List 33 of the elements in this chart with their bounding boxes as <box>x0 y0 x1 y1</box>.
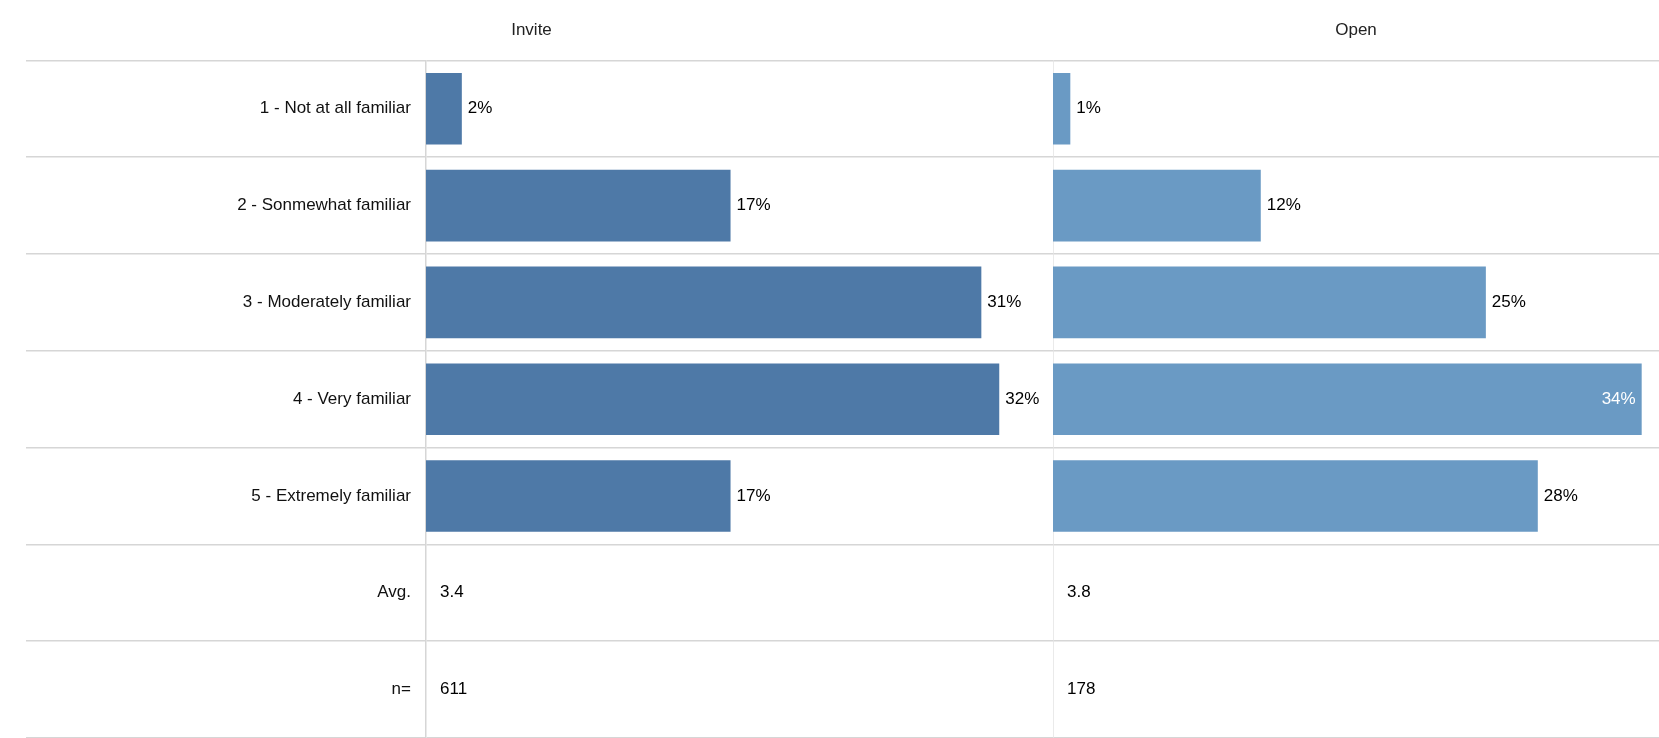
bar <box>426 72 462 145</box>
chart-title: Open <box>1335 19 1377 39</box>
bar <box>426 460 731 532</box>
y-tick-label: 2 - Sonmewhat familiar <box>237 195 412 215</box>
y-tick-label: 3 - Moderately familiar <box>242 292 412 312</box>
data-label: 17% <box>736 485 771 505</box>
bar <box>426 169 731 242</box>
data-label: 25% <box>1491 292 1526 312</box>
data-label: 17% <box>736 195 771 215</box>
data-label: 12% <box>1266 195 1301 215</box>
y-tick-label: 4 - Very familiar <box>292 388 412 408</box>
bar <box>1053 72 1071 145</box>
y-tick-label: 5 - Extremely familiar <box>251 485 412 505</box>
data-label: 2% <box>467 98 493 118</box>
chart-title: Invite <box>511 19 552 39</box>
y-tick-label: Avg. <box>377 582 411 602</box>
bar <box>1053 169 1261 242</box>
bar <box>426 266 982 339</box>
y-tick-label: 1 - Not at all familiar <box>259 98 412 118</box>
text: 611 <box>440 679 468 699</box>
bar <box>1053 266 1486 339</box>
data-label: 32% <box>1005 388 1040 408</box>
text: 3.8 <box>1067 582 1091 602</box>
text: 3.4 <box>440 582 464 602</box>
bar <box>1053 460 1538 532</box>
text: 178 <box>1067 679 1096 699</box>
bar <box>426 363 1000 436</box>
bar <box>1053 363 1642 436</box>
data-label: 34% <box>1601 388 1636 408</box>
data-label: 1% <box>1076 98 1101 118</box>
data-label: 28% <box>1543 485 1578 505</box>
y-tick-label: n= <box>391 679 412 699</box>
data-label: 31% <box>987 292 1022 312</box>
